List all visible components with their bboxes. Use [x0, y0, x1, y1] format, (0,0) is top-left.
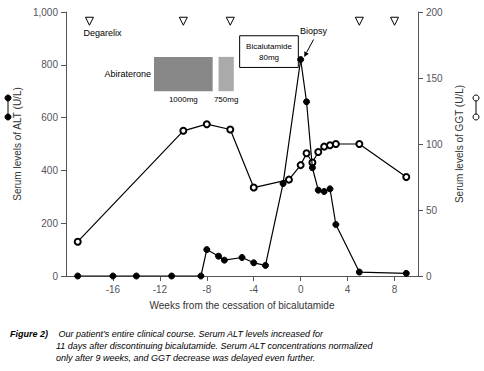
svg-text:11 days after discontinuing bi: 11 days after discontinuing bicalutamide… — [56, 341, 373, 351]
svg-text:Our patient’s entire clinical: Our patient’s entire clinical course. Se… — [56, 329, 324, 339]
svg-text:0: 0 — [52, 271, 58, 282]
svg-text:80mg: 80mg — [259, 53, 279, 62]
svg-text:8: 8 — [392, 284, 398, 295]
svg-text:50: 50 — [426, 205, 438, 216]
svg-text:4: 4 — [345, 284, 351, 295]
svg-text:100: 100 — [426, 139, 443, 150]
svg-text:Serum levels of GGT (U/L): Serum levels of GGT (U/L) — [454, 85, 465, 203]
svg-text:-8: -8 — [202, 284, 211, 295]
svg-text:750mg: 750mg — [214, 95, 238, 104]
svg-text:-4: -4 — [249, 284, 258, 295]
svg-text:1,000: 1,000 — [33, 7, 58, 18]
svg-text:Serum levels of ALT (U/L): Serum levels of ALT (U/L) — [12, 87, 23, 201]
svg-text:200: 200 — [41, 218, 58, 229]
svg-text:200: 200 — [426, 7, 443, 18]
svg-text:Figure 2): Figure 2) — [10, 329, 48, 339]
svg-text:Biopsy: Biopsy — [300, 26, 328, 36]
svg-text:800: 800 — [41, 59, 58, 70]
svg-text:0: 0 — [426, 271, 432, 282]
svg-text:Weeks from the cessation of bi: Weeks from the cessation of bicalutamide — [150, 300, 335, 311]
svg-text:only after 9 weeks, and GGT de: only after 9 weeks, and GGT decrease was… — [56, 353, 315, 363]
svg-text:1000mg: 1000mg — [169, 95, 198, 104]
svg-text:-16: -16 — [106, 284, 121, 295]
svg-text:0: 0 — [298, 284, 304, 295]
svg-text:Abiraterone: Abiraterone — [104, 69, 151, 79]
svg-text:Degarelix: Degarelix — [84, 28, 123, 38]
svg-text:Bicalutamide: Bicalutamide — [246, 42, 292, 51]
svg-text:400: 400 — [41, 165, 58, 176]
svg-text:600: 600 — [41, 112, 58, 123]
svg-text:150: 150 — [426, 73, 443, 84]
svg-text:-12: -12 — [153, 284, 168, 295]
